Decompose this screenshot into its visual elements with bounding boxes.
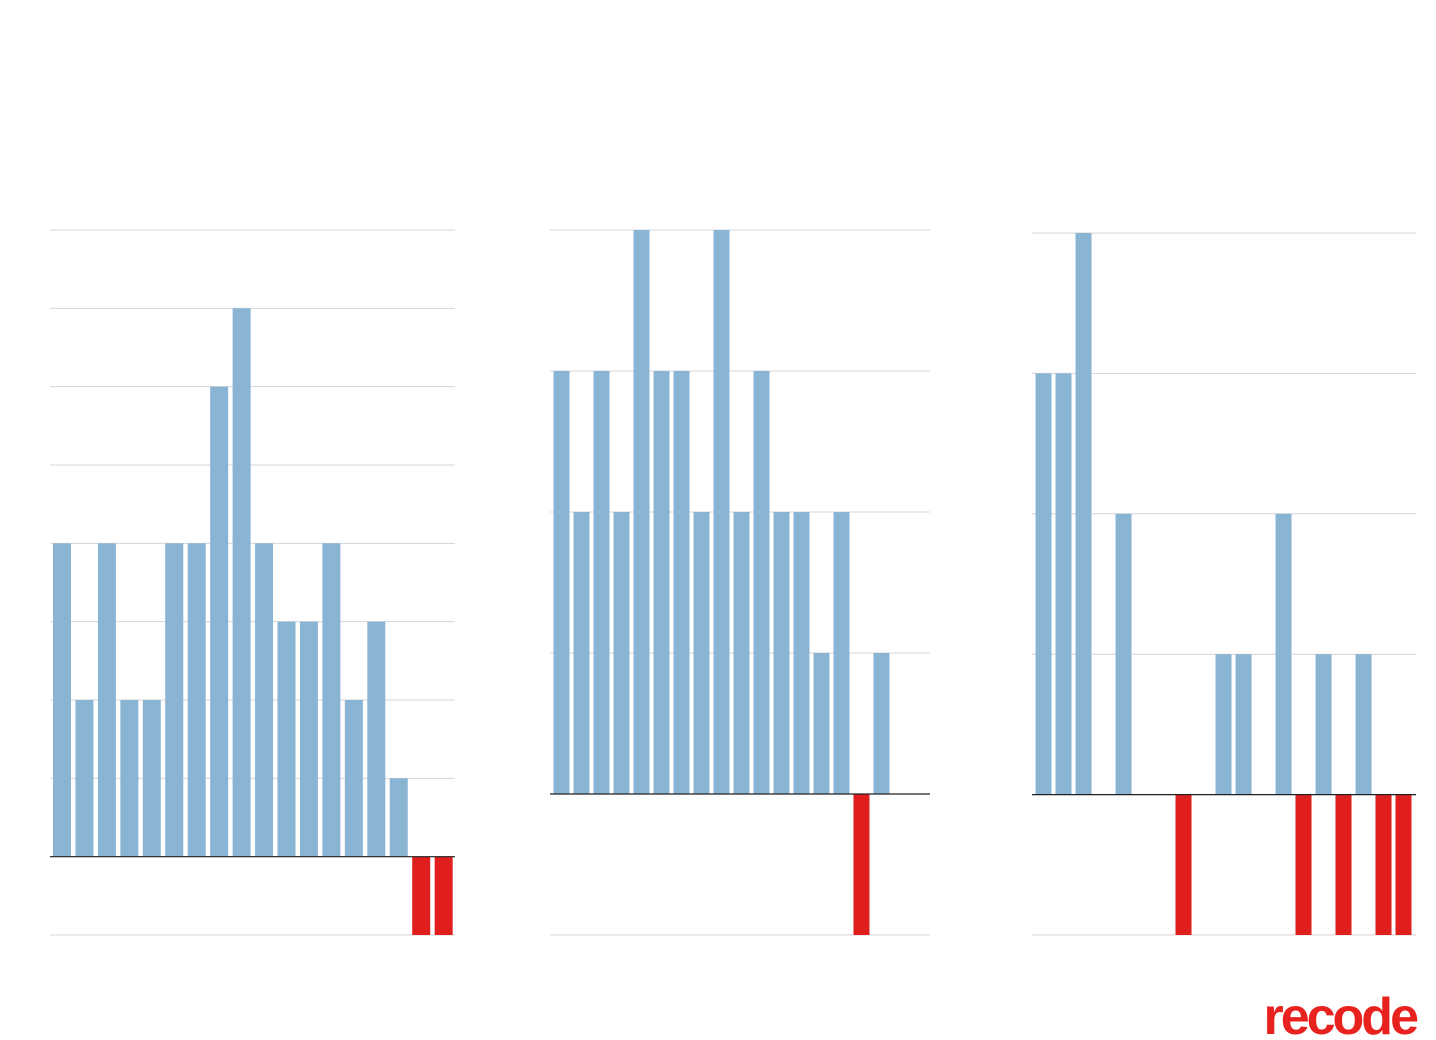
bar xyxy=(633,230,650,794)
bar xyxy=(1115,513,1132,795)
bar xyxy=(232,308,251,857)
bar xyxy=(673,371,690,794)
bar xyxy=(593,371,610,794)
bar xyxy=(255,543,274,857)
bar xyxy=(813,653,830,794)
bar xyxy=(1215,654,1232,795)
bar xyxy=(277,621,296,857)
bar xyxy=(613,512,630,794)
bar xyxy=(1035,373,1052,795)
bar xyxy=(120,700,139,857)
bar xyxy=(1355,654,1372,795)
bar xyxy=(1335,794,1352,935)
bar xyxy=(299,621,318,857)
bar xyxy=(1235,654,1252,795)
bar xyxy=(367,621,386,857)
bar xyxy=(187,543,206,857)
bar xyxy=(793,512,810,794)
bar xyxy=(1395,794,1412,935)
bar xyxy=(434,856,453,935)
bar xyxy=(1055,373,1072,795)
bar xyxy=(653,371,670,794)
bar xyxy=(1295,794,1312,935)
bar xyxy=(853,794,870,935)
bar xyxy=(1375,794,1392,935)
bar xyxy=(733,512,750,794)
bar xyxy=(693,512,710,794)
bar xyxy=(1275,513,1292,795)
bar xyxy=(713,230,730,794)
bar xyxy=(389,778,408,857)
bar xyxy=(1315,654,1332,795)
bar xyxy=(553,371,570,794)
bar xyxy=(412,856,431,935)
bar xyxy=(1075,233,1092,795)
bar xyxy=(573,512,590,794)
bar xyxy=(344,700,363,857)
bar xyxy=(75,700,94,857)
bar xyxy=(210,386,229,857)
bar xyxy=(322,543,341,857)
bar xyxy=(1175,794,1192,935)
bar xyxy=(97,543,116,857)
bar xyxy=(165,543,184,857)
bar xyxy=(53,543,71,857)
bar xyxy=(753,371,770,794)
bar xyxy=(773,512,790,794)
bar xyxy=(833,512,850,794)
logo: recode xyxy=(1263,988,1418,1040)
bar xyxy=(873,653,890,794)
bar xyxy=(142,700,161,857)
